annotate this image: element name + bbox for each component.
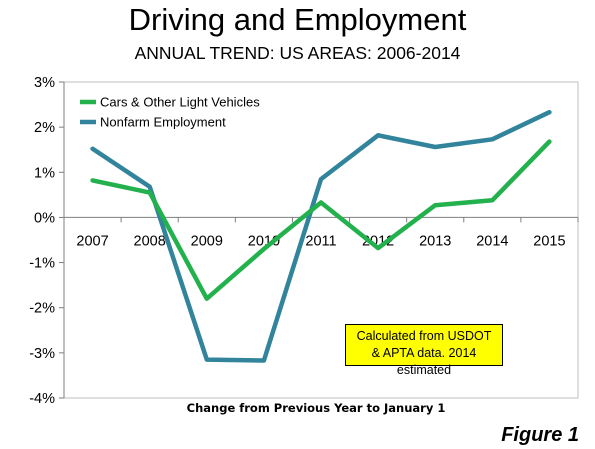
x-tick-label: 2015 (533, 233, 565, 249)
y-tick-label: 2% (34, 120, 55, 136)
y-tick-label: 3% (34, 75, 55, 91)
chart-title: Driving and Employment (128, 2, 467, 37)
x-axis-label: Change from Previous Year to January 1 (187, 401, 446, 415)
annotation-box: Calculated from USDOT & APTA data. 2014 … (345, 324, 503, 377)
y-tick-label: 1% (34, 165, 55, 181)
x-tick-label: 2014 (476, 233, 508, 249)
legend-entry: Nonfarm Employment (100, 115, 226, 130)
y-tick-label: -1% (29, 256, 55, 272)
legend-entry: Cars & Other Light Vehicles (100, 95, 260, 110)
chart-subtitle: ANNUAL TREND: US AREAS: 2006-2014 (134, 43, 461, 63)
x-tick-label: 2012 (362, 233, 394, 249)
x-tick-label: 2007 (76, 233, 108, 249)
x-tick-label: 2009 (191, 233, 223, 249)
y-tick-label: 0% (34, 210, 55, 226)
x-tick-label: 2008 (134, 233, 166, 249)
y-tick-label: -4% (29, 391, 55, 407)
annotation-line-1: Calculated from USDOT (356, 329, 492, 343)
figure-label: Figure 1 (501, 424, 579, 446)
y-tick-label: -2% (29, 301, 55, 317)
x-tick-label: 2011 (305, 233, 336, 249)
y-tick-label: -3% (29, 346, 55, 362)
legend-box (74, 88, 264, 134)
legend: Cars & Other Light Vehicles Nonfarm Emplo… (74, 88, 264, 134)
annotation-line-2: & APTA data. 2014 estimated (371, 346, 477, 377)
x-tick-label: 2010 (248, 233, 280, 249)
x-tick-label: 2013 (419, 233, 451, 249)
